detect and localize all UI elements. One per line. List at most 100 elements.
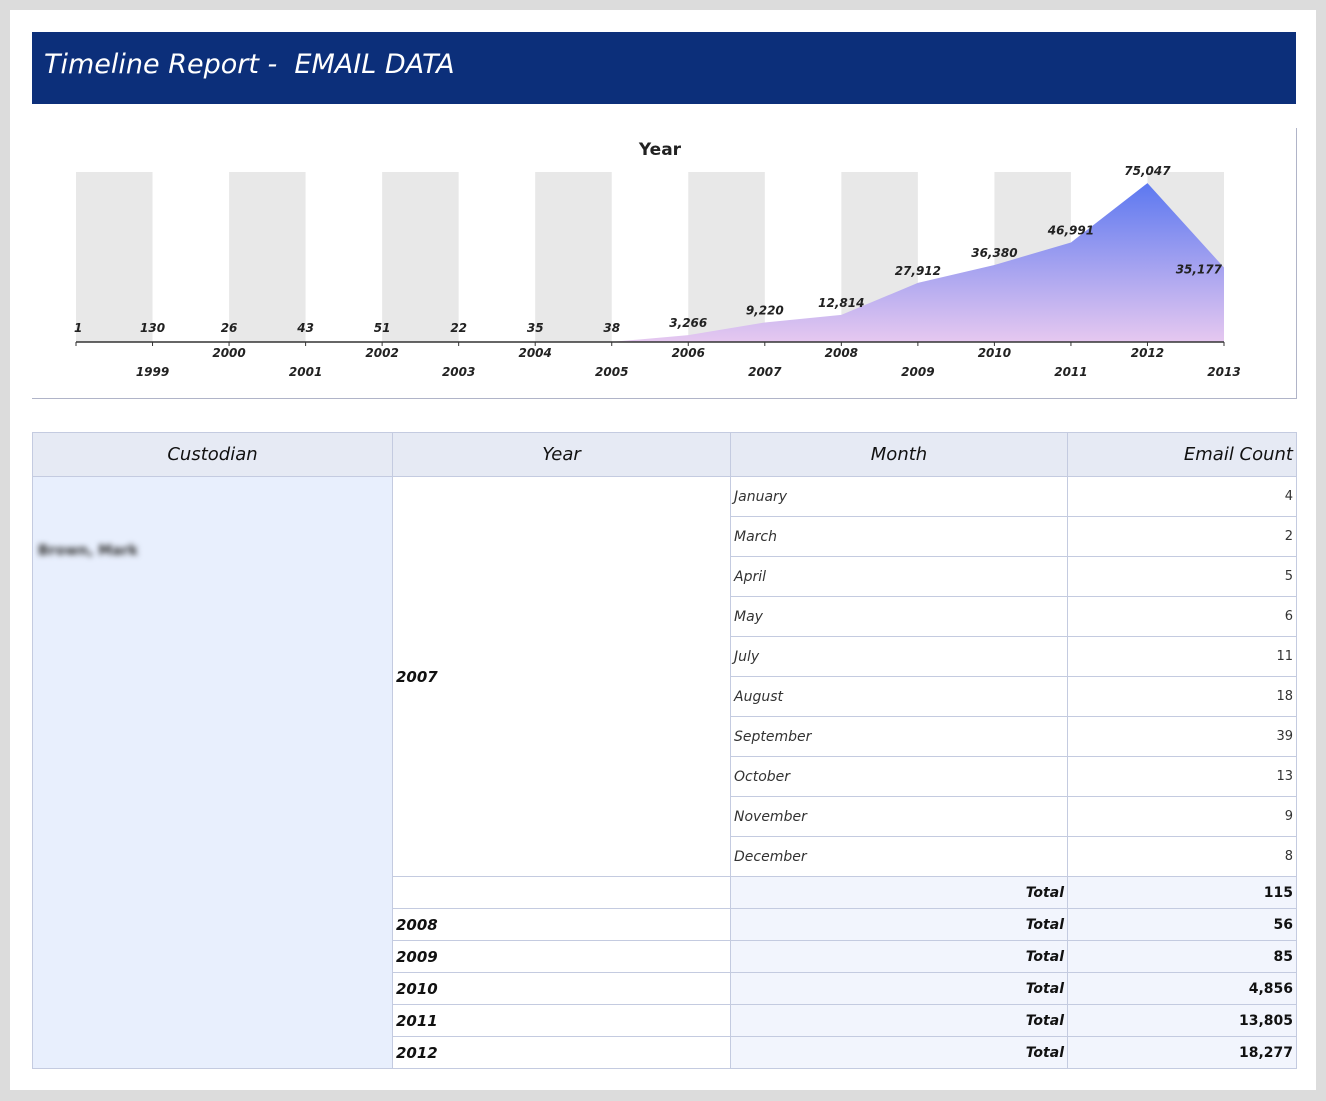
x-tick-label: 2009	[901, 365, 934, 379]
series-area	[76, 183, 1224, 342]
data-label: 3,266	[669, 316, 707, 330]
total-value: 85	[1067, 940, 1297, 973]
report-header: Timeline Report - EMAIL DATA	[32, 32, 1296, 104]
email-count-cell: 13	[1067, 756, 1297, 797]
email-count-cell: 39	[1067, 716, 1297, 757]
email-count-cell: 18	[1067, 676, 1297, 717]
table-row: May 6	[33, 596, 1297, 637]
email-count-cell: 8	[1067, 836, 1297, 877]
data-label: 12,814	[818, 296, 864, 310]
total-label: Total	[730, 972, 1068, 1005]
table-header-row: Custodian Year Month Email Count	[32, 432, 1297, 477]
x-tick-label: 2002	[365, 346, 398, 360]
x-tick-label: 2012	[1131, 346, 1164, 360]
month-cell: November	[730, 796, 1068, 837]
report-title: Timeline Report - EMAIL DATA	[44, 49, 455, 80]
year-cell[interactable]: 2009	[392, 940, 731, 973]
chart-background-band	[535, 172, 612, 342]
table-row: August 18	[33, 676, 1297, 717]
x-tick-label: 2013	[1207, 365, 1240, 379]
data-label: 27,912	[895, 264, 941, 278]
email-count-cell: 11	[1067, 636, 1297, 677]
x-tick-label: 2008	[825, 346, 858, 360]
year-total-row: 2012 Total 18,277	[33, 1036, 1297, 1069]
x-tick-label: 2007	[748, 365, 782, 379]
email-count-cell: 5	[1067, 556, 1297, 597]
year-cell[interactable]: 2007	[392, 476, 731, 877]
x-tick-label: 1999	[136, 365, 169, 379]
total-value: 13,805	[1067, 1004, 1297, 1037]
month-cell: May	[730, 596, 1068, 637]
email-count-cell: 9	[1067, 796, 1297, 837]
data-label: 22	[450, 321, 467, 335]
column-header-month[interactable]: Month	[730, 432, 1068, 477]
data-label: 38	[603, 321, 620, 335]
column-header-custodian[interactable]: Custodian	[32, 432, 393, 477]
data-label: 51	[374, 321, 391, 335]
chart-title: Year	[638, 140, 682, 160]
table-row: November 9	[33, 796, 1297, 837]
email-count-cell: 6	[1067, 596, 1297, 637]
chart-background-band	[229, 172, 306, 342]
report-frame: Timeline Report - EMAIL DATA 1999 2000 200…	[10, 10, 1316, 1090]
x-tick-label: 2005	[595, 365, 628, 379]
month-cell: October	[730, 756, 1068, 797]
month-cell: August	[730, 676, 1068, 717]
data-label: 130	[140, 321, 165, 335]
chart-background-band	[76, 172, 153, 342]
total-label: Total	[730, 940, 1068, 973]
year-cell[interactable]: 2008	[392, 908, 731, 941]
email-count-cell: 2	[1067, 516, 1297, 557]
data-label: 36,380	[971, 246, 1017, 260]
total-value: 56	[1067, 908, 1297, 941]
data-label: 26	[221, 321, 238, 335]
timeline-chart: 1999 2000 2001 2002 2003 2004 2005 2006 2007 2008…	[32, 128, 1297, 399]
total-label: Total	[730, 1004, 1068, 1037]
month-cell: September	[730, 716, 1068, 757]
email-count-table: Custodian Year Month Email Count Brown, …	[32, 432, 1297, 1069]
x-tick-label: 2001	[289, 365, 322, 379]
data-label: 43	[296, 321, 314, 335]
table-row: December 8	[33, 836, 1297, 877]
x-tick-label: 2011	[1054, 365, 1087, 379]
year-cell[interactable]: 2011	[392, 1004, 731, 1037]
total-value: 115	[1067, 876, 1297, 909]
table-body: Brown, Mark 2007 January 4 March 2 April 5 May 6 J…	[32, 476, 1297, 1069]
total-label: Total	[730, 1036, 1068, 1069]
chart-canvas: 1999 2000 2001 2002 2003 2004 2005 2006 2007 2008…	[74, 164, 1241, 379]
year-total-row: Total 115	[33, 876, 1297, 909]
year-total-row: 2011 Total 13,805	[33, 1004, 1297, 1037]
year-cell[interactable]: 2010	[392, 972, 731, 1005]
month-cell: July	[730, 636, 1068, 677]
table-row: Brown, Mark 2007 January 4	[32, 476, 1297, 1069]
total-value: 18,277	[1067, 1036, 1297, 1069]
data-label: 75,047	[1124, 164, 1171, 178]
custodian-cell[interactable]: Brown, Mark	[32, 476, 393, 1069]
email-count-cell: 4	[1067, 476, 1297, 517]
x-tick-label: 2010	[978, 346, 1011, 360]
chart-background-band	[688, 172, 765, 342]
total-label: Total	[730, 908, 1068, 941]
x-tick-label: 2003	[442, 365, 475, 379]
column-header-email-count[interactable]: Email Count	[1067, 432, 1297, 477]
data-label: 35	[527, 321, 544, 335]
table-row: September 39	[33, 716, 1297, 757]
data-label: 46,991	[1047, 223, 1094, 237]
x-tick-label: 2000	[212, 346, 245, 360]
month-cell: April	[730, 556, 1068, 597]
total-label: Total	[730, 876, 1068, 909]
data-label: 9,220	[746, 303, 784, 317]
month-cell: January	[730, 476, 1068, 517]
month-cell: March	[730, 516, 1068, 557]
month-cell: December	[730, 836, 1068, 877]
column-header-year[interactable]: Year	[392, 432, 731, 477]
data-label: 35,177	[1176, 263, 1223, 277]
x-tick-label: 2004	[518, 346, 551, 360]
year-cell[interactable]: 2012	[392, 1036, 731, 1069]
total-value: 4,856	[1067, 972, 1297, 1005]
x-tick-label: 2006	[672, 346, 705, 360]
chart-background-band	[382, 172, 459, 342]
custodian-name: Brown, Mark	[38, 543, 138, 559]
year-cell-spacer	[392, 876, 731, 909]
data-label: 1	[74, 321, 82, 335]
